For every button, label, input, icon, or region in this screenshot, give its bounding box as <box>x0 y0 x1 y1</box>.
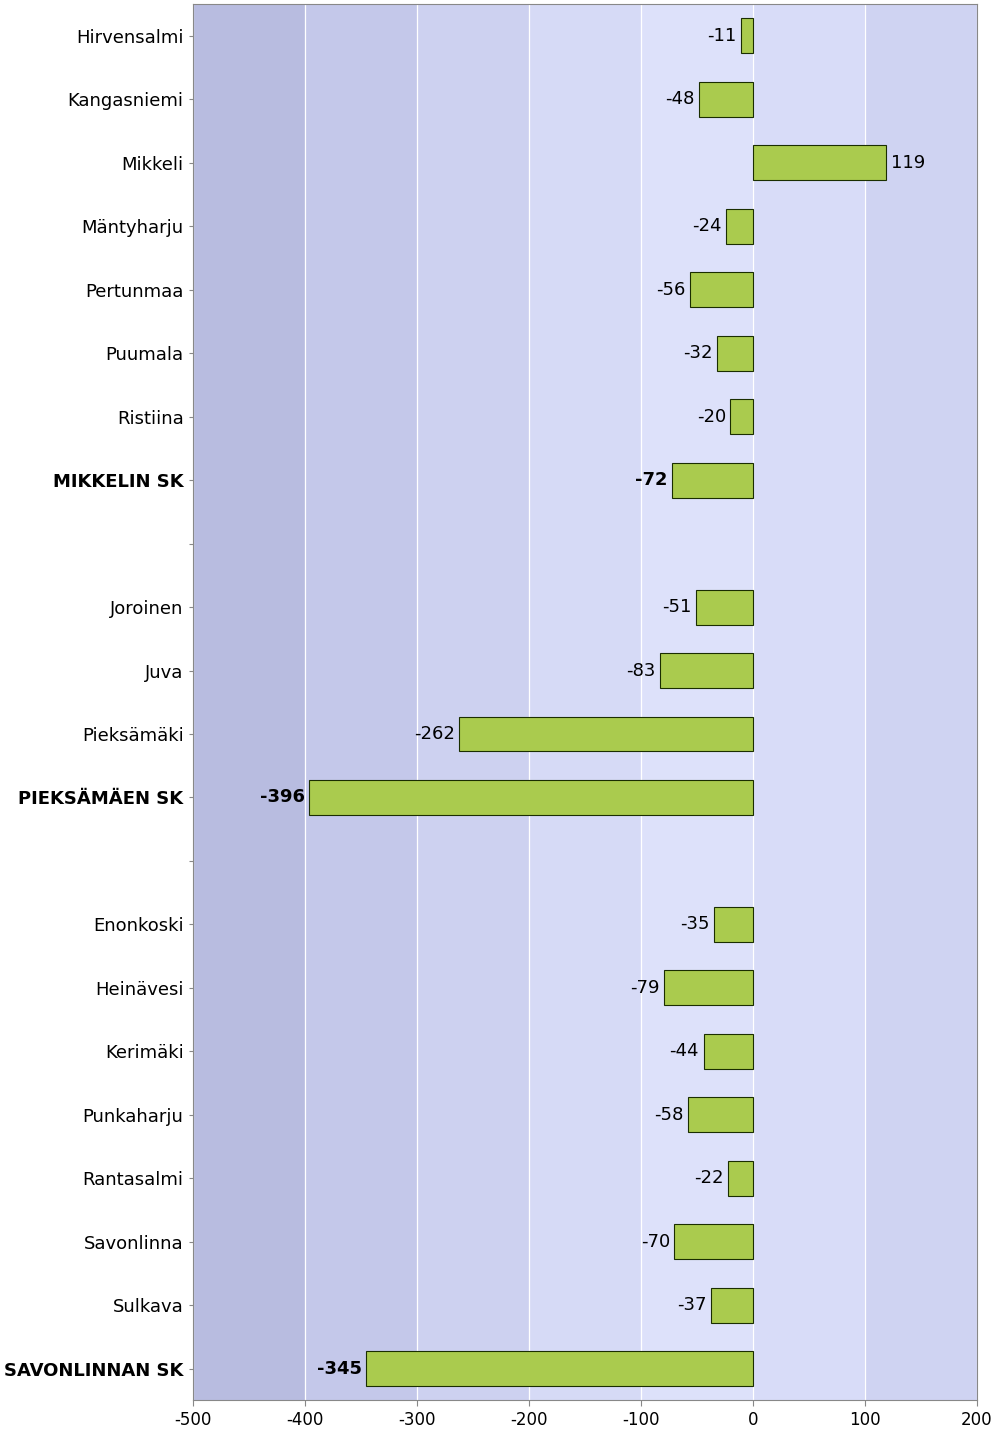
Text: -79: -79 <box>630 979 660 997</box>
Text: -56: -56 <box>656 281 686 298</box>
Bar <box>753 145 886 181</box>
Text: -35: -35 <box>680 916 709 933</box>
Bar <box>690 272 753 307</box>
Bar <box>699 82 753 118</box>
Text: -20: -20 <box>697 408 726 426</box>
Text: -22: -22 <box>694 1169 724 1188</box>
Text: 119: 119 <box>890 153 925 172</box>
Text: -24: -24 <box>692 218 722 235</box>
Text: -83: -83 <box>626 662 655 679</box>
Bar <box>714 907 753 941</box>
Text: -11: -11 <box>707 27 736 44</box>
Text: -70: -70 <box>641 1232 670 1251</box>
Text: -51: -51 <box>662 598 691 616</box>
Text: -48: -48 <box>665 90 695 109</box>
Bar <box>366 1351 753 1386</box>
Bar <box>672 463 753 497</box>
Bar <box>417 4 528 1400</box>
Text: -262: -262 <box>414 725 455 744</box>
Bar <box>712 1288 753 1323</box>
Bar <box>728 1161 753 1195</box>
Bar <box>660 653 753 688</box>
Bar <box>731 400 753 434</box>
Bar <box>641 4 753 1400</box>
Bar <box>309 780 753 815</box>
Text: -345: -345 <box>317 1360 362 1377</box>
Bar <box>717 335 753 371</box>
Bar <box>741 19 753 53</box>
Text: -58: -58 <box>654 1106 683 1123</box>
Text: -37: -37 <box>677 1297 707 1314</box>
Bar <box>305 4 417 1400</box>
Bar <box>688 1098 753 1132</box>
Bar <box>192 4 305 1400</box>
Bar <box>865 4 977 1400</box>
Text: -32: -32 <box>683 344 713 363</box>
Bar <box>674 1224 753 1260</box>
Bar <box>696 589 753 625</box>
Text: -44: -44 <box>670 1042 699 1060</box>
Text: -72: -72 <box>635 471 668 489</box>
Bar <box>726 209 753 244</box>
Bar <box>528 4 641 1400</box>
Text: -396: -396 <box>259 788 305 807</box>
Bar <box>704 1033 753 1069</box>
Bar <box>753 4 865 1400</box>
Bar <box>460 716 753 751</box>
Bar <box>664 970 753 1006</box>
